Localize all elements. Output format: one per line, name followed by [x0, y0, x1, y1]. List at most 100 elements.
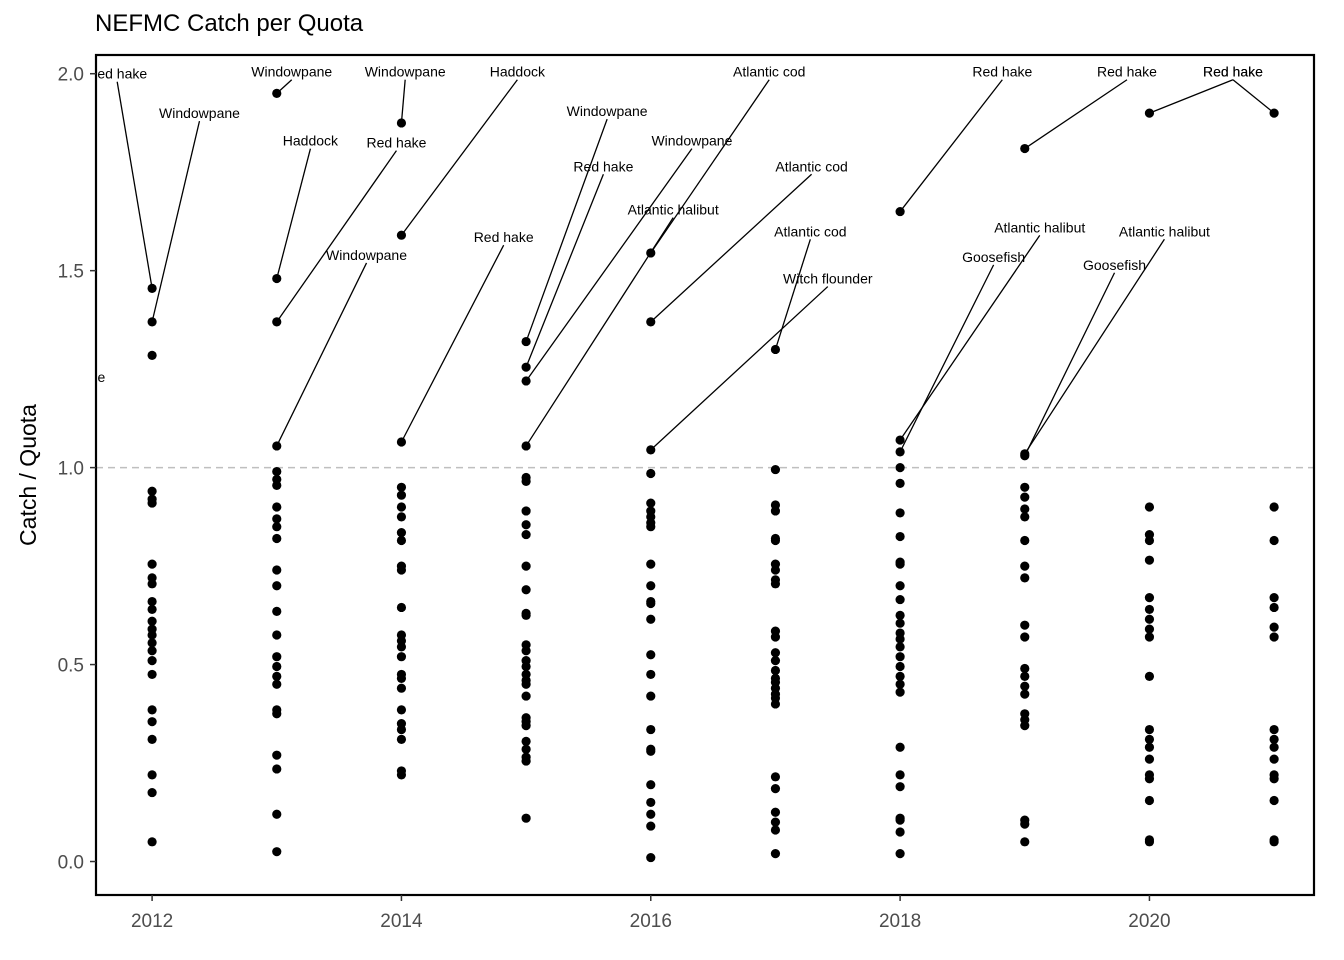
data-point — [272, 273, 282, 284]
data-point — [396, 642, 407, 652]
data-point — [646, 809, 656, 819]
annotation-leader-line — [400, 79, 518, 236]
data-point — [272, 88, 282, 99]
data-point — [646, 797, 656, 808]
data-point — [1144, 734, 1155, 745]
data-point — [646, 614, 656, 624]
annotation-leader-line — [1232, 79, 1275, 114]
data-point — [521, 736, 531, 746]
data-point — [1020, 482, 1030, 492]
data-point — [521, 336, 531, 347]
data-point — [272, 522, 282, 532]
data-point — [1269, 622, 1279, 632]
data-point — [147, 734, 157, 745]
data-point — [895, 508, 905, 518]
data-point — [521, 721, 531, 731]
data-point — [1020, 451, 1030, 461]
data-point — [396, 118, 407, 128]
annotation-leader-line — [400, 79, 406, 124]
data-point — [1269, 724, 1279, 735]
data-point — [770, 535, 781, 546]
data-point — [1144, 614, 1155, 624]
annotation-leader-line — [400, 244, 505, 443]
data-point — [396, 705, 407, 715]
data-point — [1020, 573, 1030, 583]
annotation-leader-line — [1024, 238, 1165, 455]
data-point — [770, 817, 781, 827]
annotation-label: Red hake — [474, 229, 534, 245]
data-point — [521, 520, 531, 530]
data-point — [1269, 754, 1279, 764]
data-point — [895, 447, 905, 457]
data-point — [770, 825, 781, 835]
annotation-label: Red hake — [87, 66, 147, 82]
data-point — [147, 596, 157, 607]
data-point — [147, 350, 157, 360]
data-point — [1144, 624, 1155, 634]
data-point — [895, 478, 905, 488]
annotation-label: Windowpane — [24, 369, 105, 385]
data-point — [1269, 108, 1279, 118]
annotation-label: Atlantic cod — [774, 223, 846, 239]
data-point — [147, 770, 157, 780]
data-point — [1020, 504, 1030, 514]
annotation-leader-line — [276, 262, 368, 447]
data-point — [272, 606, 282, 616]
data-point — [895, 849, 905, 859]
annotation-layer: Red hakeWindowpaneWindowpaneWindowpaneHa… — [24, 64, 1275, 457]
annotation-label: Windowpane — [365, 64, 446, 80]
data-point — [521, 691, 531, 701]
data-point — [895, 206, 905, 217]
data-point — [895, 618, 905, 628]
data-point — [895, 782, 905, 792]
data-point — [646, 724, 656, 735]
data-point — [272, 709, 282, 719]
data-point — [1144, 604, 1155, 615]
annotation-label: Goosefish — [1083, 257, 1146, 273]
data-point — [646, 522, 656, 532]
data-point — [521, 362, 531, 372]
y-tick-label: 0.0 — [58, 853, 84, 874]
data-point — [895, 594, 905, 605]
data-point — [895, 610, 905, 620]
annotation-label: Atlantic halibut — [628, 202, 719, 218]
data-point — [1269, 632, 1279, 642]
y-axis-title: Catch / Quota — [15, 404, 41, 546]
data-point — [396, 724, 407, 735]
data-point — [272, 652, 282, 662]
data-point — [646, 821, 656, 831]
data-point — [521, 506, 531, 516]
data-point — [147, 559, 157, 569]
data-point — [770, 344, 781, 355]
annotation-label: Atlantic cod — [775, 158, 847, 174]
data-point — [1269, 593, 1279, 603]
data-point — [1020, 689, 1030, 699]
data-point — [396, 602, 407, 613]
data-point — [396, 528, 407, 538]
annotation-leader-line — [525, 148, 693, 382]
data-point — [770, 807, 781, 817]
y-tick-label: 1.0 — [58, 459, 84, 480]
data-point — [895, 642, 905, 652]
data-point — [396, 565, 407, 575]
data-point — [521, 744, 531, 754]
data-point — [147, 669, 157, 680]
data-point — [895, 435, 905, 445]
annotation-label: Red hake — [1203, 64, 1263, 80]
annotation-leader-line — [899, 79, 1003, 212]
data-point — [396, 512, 407, 522]
data-point — [521, 585, 531, 595]
data-point — [147, 579, 157, 589]
data-point — [770, 506, 781, 516]
data-point — [646, 468, 656, 479]
data-point — [272, 581, 282, 591]
annotation-label: Red hake — [972, 64, 1032, 80]
data-point — [147, 616, 157, 626]
data-point — [521, 813, 531, 823]
y-tick-label: 0.5 — [58, 656, 84, 677]
annotation-leader-line — [650, 79, 770, 254]
data-point — [1020, 819, 1030, 829]
data-point — [1144, 754, 1155, 764]
data-point — [147, 604, 157, 615]
annotation-leader-line — [525, 174, 604, 368]
